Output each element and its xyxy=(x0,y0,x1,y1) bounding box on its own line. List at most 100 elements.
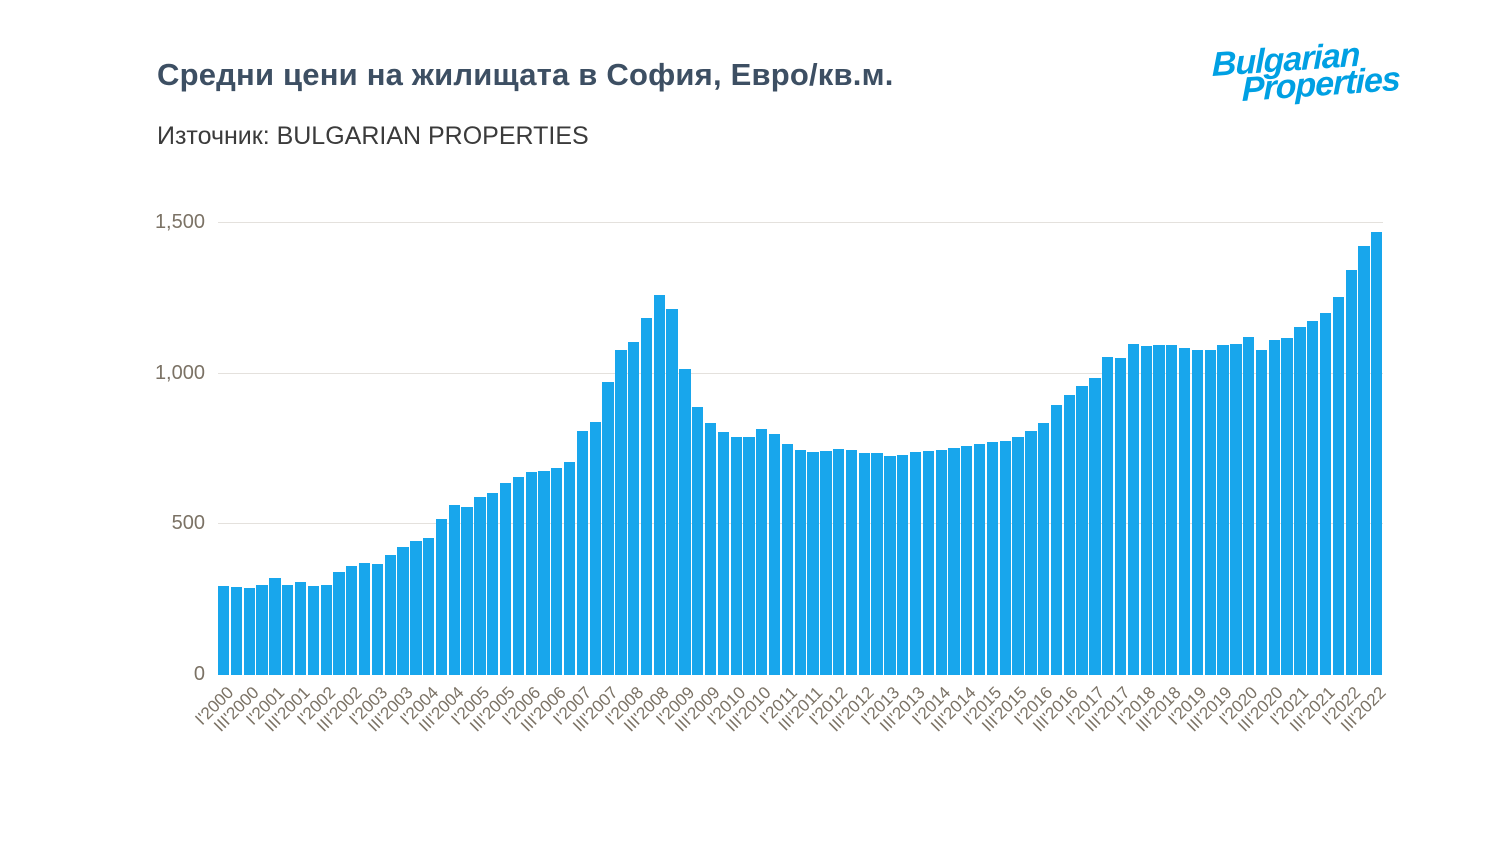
bar-III'2020 xyxy=(1268,339,1280,675)
bar-II'2011 xyxy=(794,449,806,675)
bar-III'2005 xyxy=(499,482,512,675)
bar-I'2003 xyxy=(371,564,384,675)
chart-plot-area: 0 500 1,000 1,500 I'2000 III'2000 I'2001 III'2… xyxy=(155,211,1389,735)
bar-I'2019 xyxy=(1191,350,1204,675)
bar-I'2017 xyxy=(1089,377,1101,675)
bar-IV'2014 xyxy=(973,443,986,675)
bar-III'2003 xyxy=(397,546,409,675)
bar-III'2015 xyxy=(1012,436,1024,675)
bar-IV'2006 xyxy=(563,461,576,675)
page-title: Средни цени на жилищата в София, Евро/кв… xyxy=(157,57,894,92)
y-tick-label: 1,000 xyxy=(154,361,205,384)
bar-II'2020 xyxy=(1255,350,1268,675)
bar-IV'2021 xyxy=(1332,297,1344,675)
source-label: Източник: BULGARIAN PROPERTIES xyxy=(157,122,589,150)
bar-I'2018 xyxy=(1140,345,1152,675)
bar-II'2015 xyxy=(999,440,1011,675)
bar-I'2011 xyxy=(781,444,794,675)
bar-I'2006 xyxy=(525,471,537,675)
bar-III'2011 xyxy=(807,451,819,675)
bar-III'2001 xyxy=(294,582,307,675)
gridline-1000 xyxy=(218,372,1383,374)
y-tick-label: 1,500 xyxy=(154,211,205,233)
y-axis: 0 500 1,000 1,500 xyxy=(58,211,205,685)
bar-III'2008 xyxy=(653,295,665,675)
bar-III'2021 xyxy=(1319,313,1332,675)
bar-II'2008 xyxy=(640,318,653,675)
bar-I'2005 xyxy=(474,496,486,675)
y-tick-label: 0 xyxy=(193,663,205,685)
bar-I'2008 xyxy=(628,341,640,675)
bar-IV'2010 xyxy=(768,433,781,675)
bar-III'2000 xyxy=(243,587,255,675)
bar-IV'2009 xyxy=(717,431,729,675)
bar-III'2012 xyxy=(858,452,870,675)
bar-II'2014 xyxy=(948,448,960,675)
bar-IV'2018 xyxy=(1178,348,1191,675)
bar-IV'2012 xyxy=(871,453,883,675)
bar-IV'2000 xyxy=(256,584,268,675)
bars xyxy=(218,223,1383,675)
bar-IV'2016 xyxy=(1076,385,1088,675)
bar-I'2002 xyxy=(320,584,332,675)
bar-I'2012 xyxy=(833,449,845,675)
bar-III'2019 xyxy=(1217,345,1229,675)
bar-III'2022 xyxy=(1371,231,1383,675)
bar-II'2019 xyxy=(1204,349,1216,675)
bar-I'2013 xyxy=(884,455,896,675)
bar-IV'2003 xyxy=(410,540,422,675)
bar-I'2001 xyxy=(269,577,281,675)
x-axis: I'2000 III'2000 I'2001 III'2001 I'2002 III'20… xyxy=(191,675,1389,785)
bar-II'2002 xyxy=(333,571,345,675)
bar-III'2002 xyxy=(346,565,358,675)
bar-II'2007 xyxy=(589,421,601,675)
bar-IV'2019 xyxy=(1230,343,1242,675)
bar-II'2010 xyxy=(743,437,755,675)
bar-III'2017 xyxy=(1114,357,1127,675)
bar-I'2014 xyxy=(935,449,947,675)
bar-IV'2011 xyxy=(820,451,832,675)
bar-II'2012 xyxy=(845,449,858,675)
bar-IV'2008 xyxy=(666,309,678,675)
bar-I'2016 xyxy=(1038,423,1050,675)
bar-II'2017 xyxy=(1102,356,1114,675)
bar-II'2006 xyxy=(538,471,550,675)
bar-II'2001 xyxy=(282,584,294,675)
bar-IV'2017 xyxy=(1127,344,1139,675)
bar-I'2009 xyxy=(679,369,691,675)
bar-II'2013 xyxy=(897,454,909,675)
gridline-1500 xyxy=(218,222,1383,223)
bar-I'2022 xyxy=(1345,270,1357,675)
bar-I'2015 xyxy=(986,441,999,675)
y-tick-label: 500 xyxy=(171,512,205,535)
bar-III'2018 xyxy=(1166,344,1178,675)
logo-line2: Properties xyxy=(1241,59,1400,109)
bar-I'2020 xyxy=(1243,336,1255,675)
bar-I'2000 xyxy=(218,586,230,675)
bar-II'2016 xyxy=(1050,404,1063,675)
bar-II'2000 xyxy=(230,586,243,675)
bar-III'2014 xyxy=(961,446,973,675)
bar-IV'2013 xyxy=(922,450,934,675)
bar-III'2010 xyxy=(756,429,768,675)
bar-IV'2002 xyxy=(358,563,371,675)
bar-III'2016 xyxy=(1063,394,1075,675)
bar-I'2021 xyxy=(1294,327,1306,675)
bar-III'2009 xyxy=(704,423,717,675)
bar-III'2007 xyxy=(602,381,614,675)
bar-IV'2015 xyxy=(1025,430,1037,675)
bar-IV'2005 xyxy=(512,477,524,675)
bar-I'2007 xyxy=(576,430,589,675)
bar-IV'2001 xyxy=(307,586,319,675)
bar-IV'2020 xyxy=(1281,337,1293,675)
bar-IV'2007 xyxy=(615,350,627,675)
bar-III'2006 xyxy=(551,468,563,675)
bar-IV'2004 xyxy=(461,506,473,675)
bar-II'2022 xyxy=(1358,245,1370,675)
bulgarian-properties-logo: Bulgarian Properties xyxy=(1212,35,1451,109)
bar-I'2004 xyxy=(423,537,435,675)
bar-I'2010 xyxy=(730,436,742,675)
bar-II'2004 xyxy=(435,519,448,675)
bar-II'2018 xyxy=(1153,345,1165,675)
